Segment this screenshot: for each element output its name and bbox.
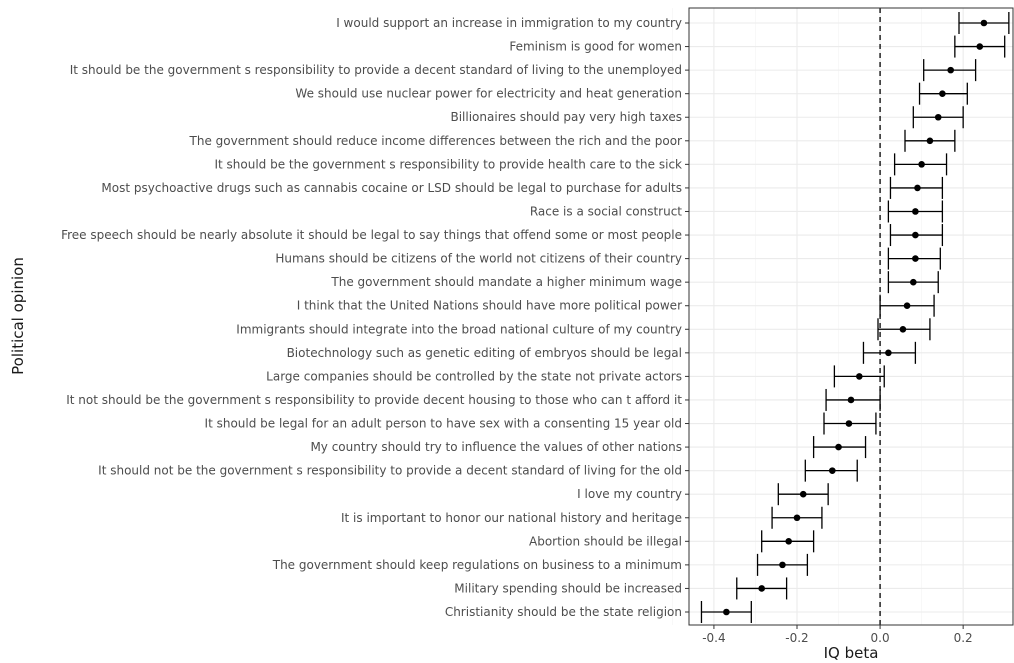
x-axis-tick-labels: -0.4 -0.2 0.0 0.2 <box>702 625 973 645</box>
opinion-estimate <box>912 106 964 129</box>
estimate-point <box>912 255 919 262</box>
estimate-point <box>918 161 925 168</box>
estimate-point <box>934 113 942 121</box>
opinion-estimate <box>887 200 944 223</box>
estimate-point <box>785 538 792 545</box>
estimate-point <box>912 231 919 239</box>
y-tick-label: It should be legal for an adult person t… <box>205 417 682 431</box>
opinion-estimate <box>862 341 917 364</box>
opinion-estimate <box>887 271 939 294</box>
estimate-point <box>856 373 863 380</box>
estimate-point <box>829 467 836 474</box>
y-axis-title: Political opinion <box>9 257 27 375</box>
y-tick-label: Large companies should be controlled by … <box>266 369 682 383</box>
opinion-estimate <box>771 506 823 529</box>
y-axis-tick-labels: I would support an increase in immigrati… <box>61 16 689 619</box>
estimate-point <box>899 325 907 333</box>
y-tick-label: Feminism is good for women <box>509 40 682 54</box>
x-tick-label: 0.2 <box>954 631 973 645</box>
y-tick-label: It is important to honor our national hi… <box>341 511 682 525</box>
y-tick-label: Abortion should be illegal <box>529 534 682 548</box>
panel-background <box>689 8 1013 625</box>
estimate-point <box>885 349 892 357</box>
y-tick-label: It not should be the government s respon… <box>66 393 682 407</box>
opinion-estimate <box>954 35 1006 58</box>
y-tick-label: Free speech should be nearly absolute it… <box>61 228 682 242</box>
y-tick-label: Immigrants should integrate into the bro… <box>236 322 682 336</box>
x-tick-label: -0.2 <box>785 631 808 645</box>
y-tick-label: Billionaires should pay very high taxes <box>450 110 682 124</box>
opinion-estimate <box>889 176 944 199</box>
opinion-estimate <box>958 12 1010 34</box>
estimate-point <box>835 443 842 451</box>
opinion-estimate <box>812 436 867 459</box>
opinion-estimate <box>833 365 885 388</box>
estimate-point <box>926 137 934 145</box>
opinion-estimate <box>904 129 956 152</box>
estimate-point <box>914 184 921 192</box>
opinion-estimate <box>923 59 977 82</box>
x-tick-label: 0.0 <box>871 631 890 645</box>
estimate-point <box>845 420 853 427</box>
estimate-point <box>847 396 855 404</box>
y-tick-label: Biotechnology such as genetic editing of… <box>287 346 682 360</box>
estimate-point <box>980 19 988 27</box>
panel-border <box>688 7 1014 626</box>
opinion-estimate <box>804 459 858 482</box>
y-tick-label: The government should reduce income diff… <box>189 134 683 148</box>
y-tick-label: It should be the government s responsibi… <box>70 63 682 77</box>
y-tick-label: The government should mandate a higher m… <box>330 275 682 289</box>
opinion-estimate <box>889 224 944 247</box>
estimate-point <box>939 90 946 97</box>
opinion-estimate <box>893 153 948 176</box>
data-marks <box>700 12 1010 623</box>
opinion-estimate <box>879 294 935 317</box>
opinion-estimate <box>700 601 752 623</box>
y-tick-label: Humans should be citizens of the world n… <box>275 252 682 266</box>
opinion-estimate <box>777 483 829 506</box>
estimate-point <box>912 208 919 215</box>
estimate-point <box>799 490 807 498</box>
estimate-point <box>976 43 984 50</box>
y-tick-label: The government should keep regulations o… <box>272 558 682 572</box>
x-axis-title: IQ beta <box>824 644 879 662</box>
y-tick-label: My country should try to influence the v… <box>310 440 682 454</box>
estimate-point <box>793 514 801 522</box>
opinion-estimate <box>823 412 877 435</box>
opinion-estimate <box>877 318 931 341</box>
y-tick-label: Most psychoactive drugs such as cannabis… <box>101 181 682 195</box>
opinion-estimate <box>761 530 815 553</box>
y-tick-label: Military spending should be increased <box>454 581 682 595</box>
opinion-estimate <box>736 577 788 600</box>
y-tick-label: We should use nuclear power for electric… <box>295 87 682 101</box>
x-tick-label: -0.4 <box>702 631 725 645</box>
opinion-estimate <box>918 82 968 105</box>
y-tick-label: Race is a social construct <box>530 204 682 218</box>
estimate-point <box>947 66 954 74</box>
opinion-estimate <box>825 388 881 411</box>
y-tick-label: I would support an increase in immigrati… <box>336 16 682 30</box>
estimate-point <box>723 608 730 616</box>
y-tick-label: It should be the government s responsibi… <box>214 157 682 171</box>
opinion-estimate <box>887 247 941 270</box>
estimate-point <box>910 278 917 286</box>
estimate-point <box>903 302 911 310</box>
y-tick-label: It should not be the government s respon… <box>98 464 682 478</box>
y-tick-label: I think that the United Nations should h… <box>297 299 682 313</box>
y-tick-label: I love my country <box>577 487 682 501</box>
y-tick-label: Christianity should be the state religio… <box>445 605 682 619</box>
estimate-point <box>758 585 765 592</box>
estimate-point <box>779 561 786 569</box>
opinion-estimate <box>756 553 809 576</box>
